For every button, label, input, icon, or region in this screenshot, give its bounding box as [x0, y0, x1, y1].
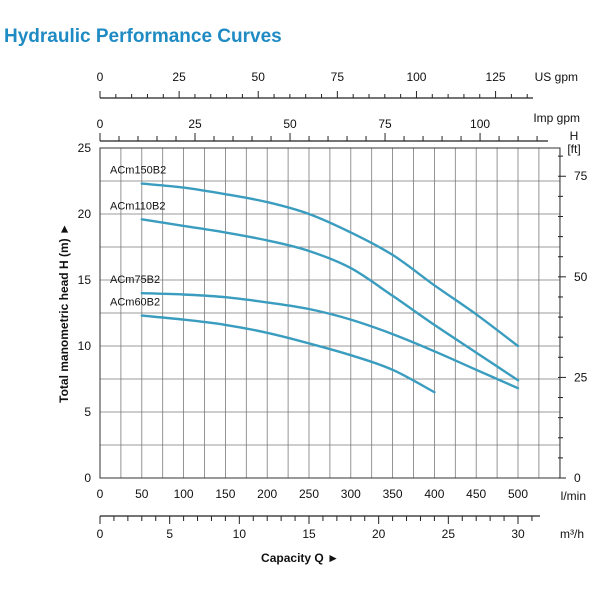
series-label: ACm150B2	[110, 165, 166, 177]
series-label: ACm75B2	[110, 274, 160, 286]
plot-frame	[99, 147, 561, 479]
y-tick-label: 20	[78, 207, 92, 221]
imp-gpm-tick-label: 75	[378, 117, 392, 131]
y-tick-label: 15	[78, 273, 92, 287]
series-label: ACm110B2	[110, 200, 165, 212]
imp-gpm-tick-label: 100	[470, 117, 490, 131]
us-gpm-tick-label: 125	[486, 70, 506, 84]
ft-tick-label: 75	[574, 169, 588, 183]
x-tick-label: 500	[508, 487, 528, 501]
grid	[99, 147, 561, 479]
y-axis-title: Total manometric head H (m) ►	[57, 223, 71, 403]
x-tick-label: 350	[383, 487, 403, 501]
x-axis-title: Capacity Q ►	[261, 551, 339, 565]
page-title: Hydraulic Performance Curves	[4, 26, 282, 47]
m3h-tick-label: 5	[166, 527, 173, 541]
us-gpm-tick-label: 50	[252, 70, 266, 84]
m3h-tick-label: 10	[233, 527, 247, 541]
x-tick-label: 400	[424, 487, 444, 501]
ft-unit-label-top: H	[570, 129, 579, 143]
us-gpm-tick-label: 75	[331, 70, 345, 84]
x-tick-label: 250	[299, 487, 319, 501]
m3h-tick-label: 25	[442, 527, 456, 541]
us-gpm-tick-label: 0	[97, 70, 104, 84]
series-group	[140, 182, 520, 394]
labels: ACm150B2 ACm110B2 ACm75B2 ACm60B2 Capacity Q…	[57, 165, 339, 565]
y-tick-label: 10	[78, 339, 92, 353]
ft-unit-label-bottom: [ft]	[567, 142, 580, 156]
us-gpm-unit-label: US gpm	[535, 70, 578, 84]
x-tick-label: 300	[341, 487, 361, 501]
x-tick-label: 100	[174, 487, 194, 501]
us-gpm-tick-label: 100	[406, 70, 426, 84]
imp-gpm-unit-label: Imp gpm	[533, 111, 580, 125]
ft-tick-label: 0	[574, 471, 581, 485]
imp-gpm-tick-label: 50	[283, 117, 297, 131]
m3h-unit-label: m³/h	[560, 527, 584, 541]
axes: 0 50 100 150 200 250 300 350 400 450 500 l/min05101…	[78, 70, 588, 541]
x-tick-label: 150	[215, 487, 235, 501]
x-tick-label: 450	[466, 487, 486, 501]
x-unit-label: l/min	[561, 489, 586, 503]
y-tick-label: 5	[84, 405, 91, 419]
us-gpm-tick-label: 25	[172, 70, 186, 84]
series-line-acm60b2	[140, 314, 436, 394]
series-line-acm110b2	[140, 218, 520, 382]
series-line-acm150b2	[140, 182, 520, 348]
x-tick-label: 0	[97, 487, 104, 501]
ft-tick-label: 25	[574, 370, 588, 384]
series-label: ACm60B2	[110, 297, 160, 309]
ft-tick-label: 50	[574, 270, 588, 284]
m3h-tick-label: 20	[372, 527, 386, 541]
m3h-tick-label: 30	[511, 527, 525, 541]
m3h-tick-label: 0	[97, 527, 104, 541]
imp-gpm-tick-label: 25	[188, 117, 202, 131]
x-tick-label: 50	[135, 487, 149, 501]
x-tick-label: 200	[257, 487, 277, 501]
imp-gpm-tick-label: 0	[97, 117, 104, 131]
y-tick-label: 0	[84, 471, 91, 485]
series-line-acm75b2	[140, 292, 520, 390]
m3h-tick-label: 15	[302, 527, 316, 541]
y-tick-label: 25	[78, 141, 92, 155]
